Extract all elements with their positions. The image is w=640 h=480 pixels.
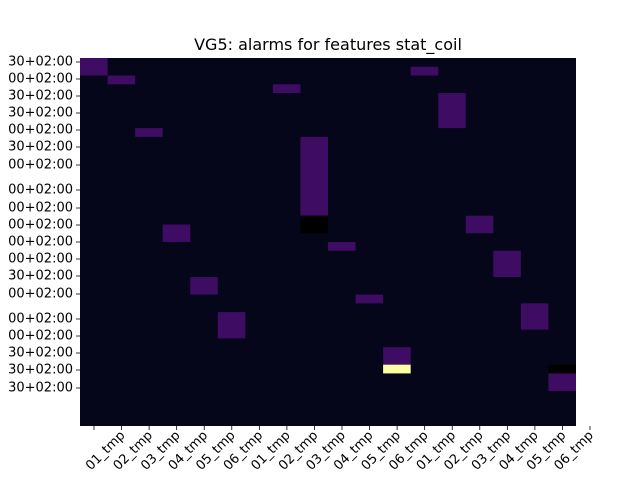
y-tick-label: 00+02:00 [8,183,73,198]
y-tick-label: 00+02:00 [8,201,73,216]
x-axis: 01_tmp02_tmp03_tmp04_tmp05_tmp06_tmp01_t… [83,426,597,474]
y-tick-label: 00+02:00 [8,235,73,250]
y-tick-label: 30+02:00 [8,106,73,121]
heatmap-cell [190,277,218,295]
heatmap-cell [438,93,466,129]
heatmap-cell [383,364,411,374]
heatmap-cell [410,66,439,76]
chart-title: VG5: alarms for features stat_coil [194,35,462,55]
y-tick-label: 00+02:00 [8,158,73,173]
y-tick-label: 30+02:00 [8,55,73,70]
y-tick-label: 00+02:00 [8,312,73,327]
heatmap-cell [300,136,328,216]
heatmap-cell [493,250,521,278]
heatmap-cell [217,312,246,339]
y-tick-label: 30+02:00 [8,381,73,396]
y-tick-label: 00+02:00 [8,287,73,302]
y-axis: 30+02:00 00+02:00 30+02:00 30+02:00 00+02:00… [8,55,80,396]
y-tick-label: 00+02:00 [8,252,73,267]
y-tick-label: 00+02:00 [8,72,73,87]
heatmap-cell [383,347,411,365]
heatmap-cell [162,224,191,242]
heatmap-cell [548,373,576,391]
y-tick-label: 30+02:00 [8,363,73,378]
y-tick-label: 30+02:00 [8,269,73,284]
heatmap-cell [520,303,549,330]
heatmap-cell [548,364,576,374]
heatmap-cell [300,215,328,234]
heatmap-cell [107,75,136,85]
heatmap-cell [135,128,163,137]
y-tick-label: 30+02:00 [8,140,73,155]
y-tick-label: 30+02:00 [8,89,73,104]
heatmap-cell [80,58,108,76]
y-tick-label: 00+02:00 [8,218,73,233]
heatmap-cell [355,294,384,304]
y-tick-label: 00+02:00 [8,123,73,138]
y-tick-label: 00+02:00 [8,329,73,344]
heatmap-cell [465,215,494,234]
heatmap-cell [328,242,356,251]
plot-area [80,58,576,426]
heatmap-cell [272,84,301,94]
y-tick-label: 30+02:00 [8,346,73,361]
